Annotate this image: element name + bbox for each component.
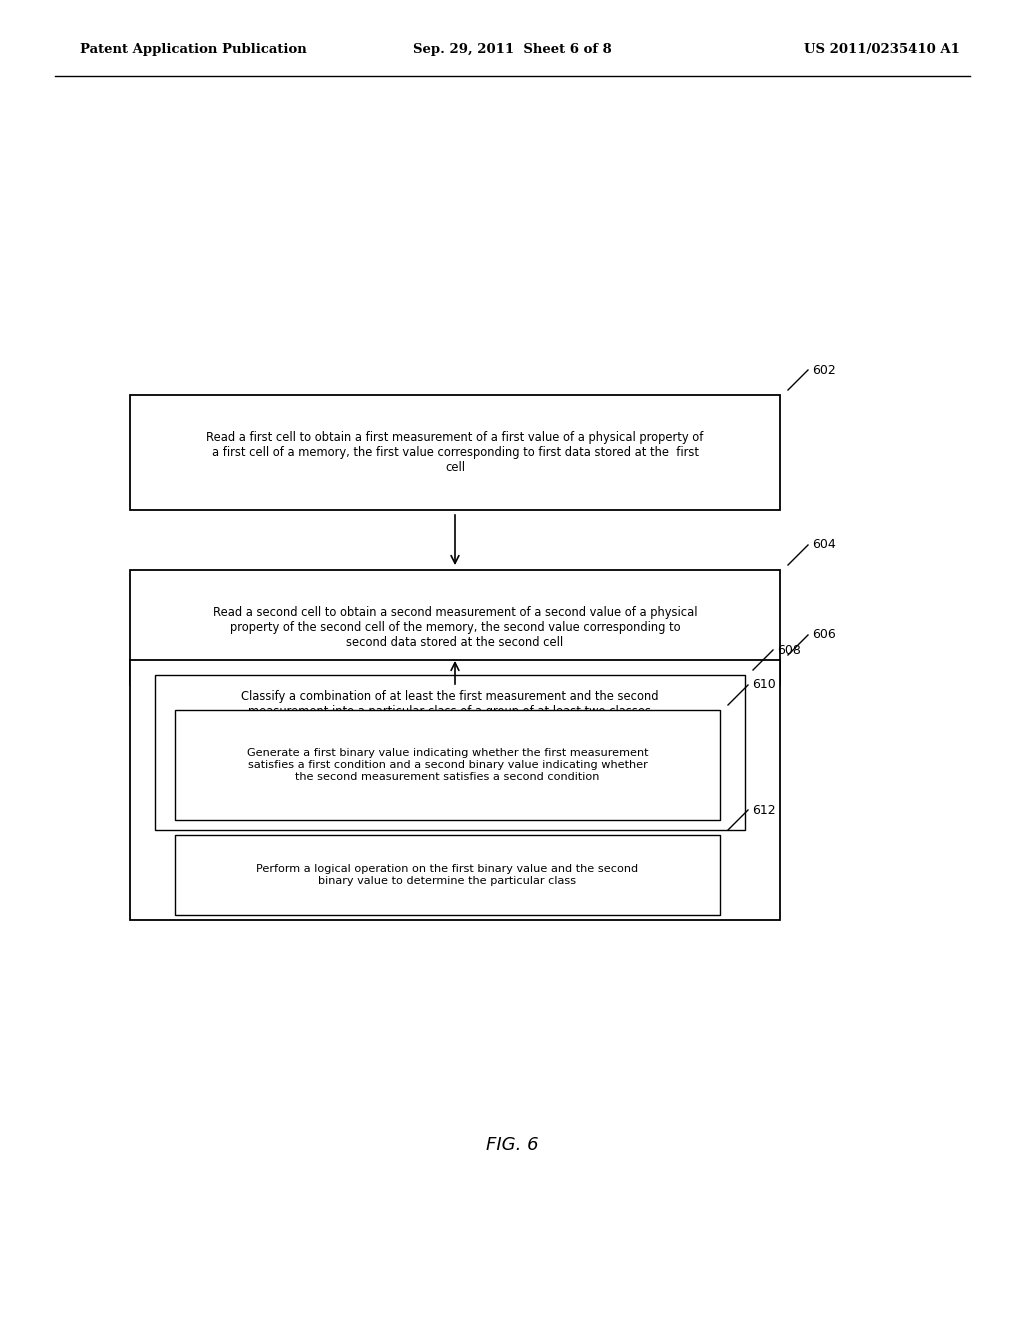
Text: 606: 606 [812, 628, 836, 642]
Text: 602: 602 [812, 363, 836, 376]
Text: Patent Application Publication: Patent Application Publication [80, 44, 307, 57]
Text: Classify a combination of at least the first measurement and the second
measurem: Classify a combination of at least the f… [242, 690, 658, 718]
Text: 612: 612 [752, 804, 775, 817]
Bar [175, 836, 720, 915]
Text: Generate an estimation of particular data stored at a particular cell based at l: Generate an estimation of particular dat… [217, 688, 693, 715]
Bar [175, 710, 720, 820]
Bar [130, 660, 780, 920]
Text: FIG. 6: FIG. 6 [485, 1137, 539, 1154]
Text: Generate a first binary value indicating whether the first measurement
satisfies: Generate a first binary value indicating… [247, 748, 648, 781]
Text: 604: 604 [812, 539, 836, 552]
Text: 608: 608 [777, 644, 801, 656]
Bar [130, 570, 780, 685]
Bar [130, 395, 780, 510]
Text: Read a second cell to obtain a second measurement of a second value of a physica: Read a second cell to obtain a second me… [213, 606, 697, 649]
Text: Perform a logical operation on the first binary value and the second
binary valu: Perform a logical operation on the first… [256, 865, 639, 886]
Text: US 2011/0235410 A1: US 2011/0235410 A1 [804, 44, 961, 57]
Text: Read a first cell to obtain a first measurement of a first value of a physical p: Read a first cell to obtain a first meas… [206, 432, 703, 474]
Text: 610: 610 [752, 678, 776, 692]
Text: Sep. 29, 2011  Sheet 6 of 8: Sep. 29, 2011 Sheet 6 of 8 [413, 44, 611, 57]
Bar [155, 675, 745, 830]
